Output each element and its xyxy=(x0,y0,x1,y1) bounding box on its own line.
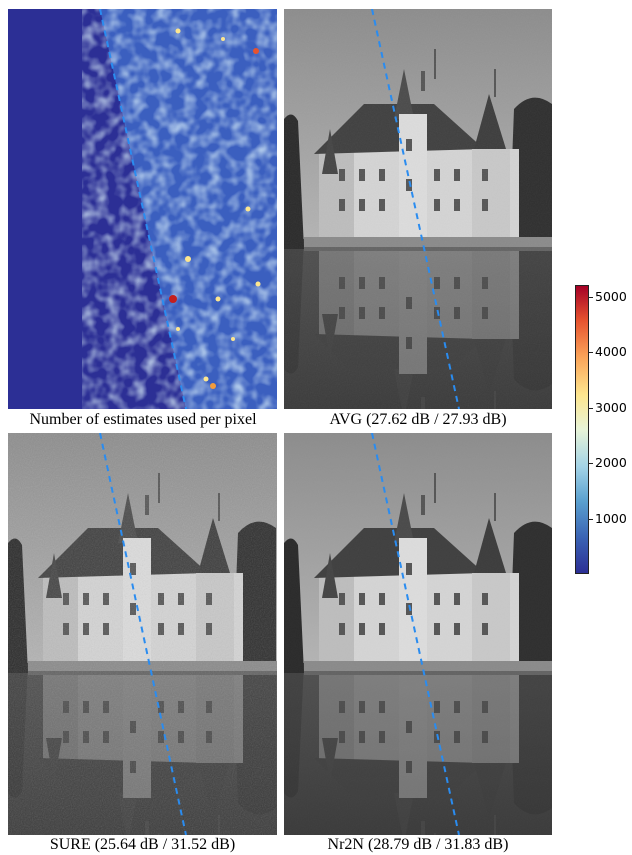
estimates-heatmap xyxy=(8,9,277,409)
panel-nr2n xyxy=(284,433,552,835)
divider-line xyxy=(371,433,460,835)
colorbar-tickmark xyxy=(589,408,593,409)
castle-image-avg xyxy=(284,9,552,409)
colorbar-tick-2000: 2000 xyxy=(595,455,627,470)
castle-image-nr2n xyxy=(284,433,552,835)
colorbar-tick-1000: 1000 xyxy=(595,511,627,526)
colorbar-tickmark xyxy=(589,519,593,520)
divider-line xyxy=(99,9,187,409)
castle-image-sure xyxy=(8,433,277,835)
hotspots xyxy=(169,28,261,389)
colorbar-tickmark xyxy=(589,297,593,298)
colorbar-tickmark xyxy=(589,352,593,353)
caption-sure: SURE (25.64 dB / 31.52 dB) xyxy=(49,836,236,853)
divider-line xyxy=(371,9,460,409)
panel-sure xyxy=(8,433,277,835)
colorbar xyxy=(575,285,589,574)
colorbar-tick-5000: 5000 xyxy=(595,289,627,304)
caption-estimates: Number of estimates used per pixel xyxy=(29,411,257,428)
caption-avg: AVG (27.62 dB / 27.93 dB) xyxy=(329,411,507,428)
colorbar-tick-4000: 4000 xyxy=(595,344,627,359)
colorbar-tickmark xyxy=(589,463,593,464)
panel-estimates-map xyxy=(8,9,277,409)
colorbar-tick-3000: 3000 xyxy=(595,400,627,415)
divider-line xyxy=(99,433,187,835)
panel-avg xyxy=(284,9,552,409)
caption-nr2n: Nr2N (28.79 dB / 31.83 dB) xyxy=(327,836,509,853)
